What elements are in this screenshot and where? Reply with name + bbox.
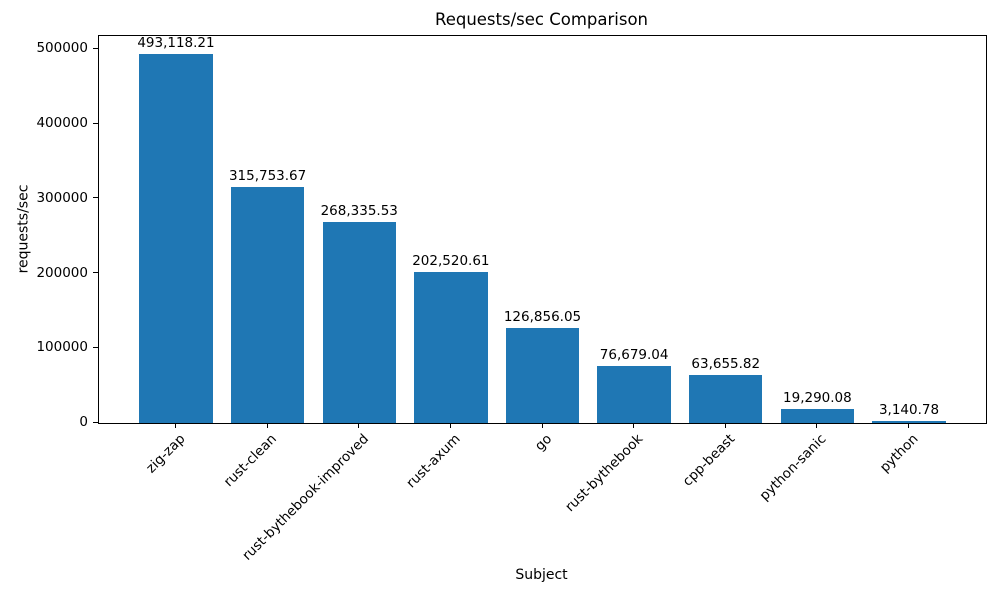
x-axis-label: Subject xyxy=(515,567,568,583)
x-tick-mark xyxy=(541,423,543,428)
x-tick-label: rust-axum xyxy=(402,431,464,492)
bar-python xyxy=(872,420,946,423)
y-tick-mark xyxy=(93,47,98,49)
y-tick-mark xyxy=(93,197,98,199)
bar-rust-bythebook-improved xyxy=(322,222,396,423)
x-tick-mark xyxy=(908,423,910,428)
x-tick-label: python-sanic xyxy=(756,431,830,504)
bar-zig-zap xyxy=(139,54,213,423)
bar-value-label: 268,335.53 xyxy=(320,203,398,220)
y-tick-label: 200000 xyxy=(36,264,88,281)
bar-value-label: 3,140.78 xyxy=(878,401,940,418)
x-tick-label: python xyxy=(876,431,922,476)
y-axis-label: requests/sec xyxy=(15,184,32,274)
bar-value-label: 315,753.67 xyxy=(228,168,307,184)
y-tick-label: 400000 xyxy=(36,115,88,132)
bar-rust-clean xyxy=(230,187,305,423)
chart-title: Requests/sec Comparison xyxy=(434,10,649,29)
bar-rust-axum xyxy=(414,271,488,423)
bar-python-sanic xyxy=(780,408,855,423)
x-tick-label: rust-clean xyxy=(220,431,280,491)
x-tick-mark xyxy=(816,423,818,428)
x-tick-mark xyxy=(449,423,451,428)
y-tick-mark xyxy=(93,346,98,348)
bar-value-label: 493,118.21 xyxy=(137,35,215,52)
y-tick-label: 0 xyxy=(79,414,88,430)
y-tick-mark xyxy=(93,272,98,273)
bar-value-label: 126,856.05 xyxy=(503,309,582,326)
bar-value-label: 76,679.04 xyxy=(599,346,669,363)
x-tick-label: rust-bythebook xyxy=(562,431,647,516)
y-tick-mark xyxy=(93,122,98,124)
x-tick-mark xyxy=(358,423,360,428)
x-tick-mark xyxy=(266,423,268,428)
x-tick-mark xyxy=(633,423,635,428)
x-tick-mark xyxy=(724,423,726,428)
bar-rust-bythebook xyxy=(597,365,671,423)
x-tick-label: zig-zap xyxy=(142,431,189,477)
y-tick-mark xyxy=(93,421,98,423)
bar-value-label: 63,655.82 xyxy=(691,356,761,373)
x-tick-mark xyxy=(174,423,176,428)
bar-value-label: 202,520.61 xyxy=(412,252,490,269)
y-tick-label: 500000 xyxy=(36,40,88,57)
y-tick-label: 300000 xyxy=(36,189,88,206)
bar-cpp-beast xyxy=(689,375,763,423)
x-tick-label: go xyxy=(531,431,555,455)
bar-value-label: 19,290.08 xyxy=(783,389,852,406)
y-tick-label: 100000 xyxy=(36,339,88,356)
bar-go xyxy=(505,328,580,423)
plot-area: 493,118.21 315,753.67 268,335.53 202,520.61… xyxy=(98,35,987,424)
x-tick-label: cpp-beast xyxy=(679,431,739,490)
